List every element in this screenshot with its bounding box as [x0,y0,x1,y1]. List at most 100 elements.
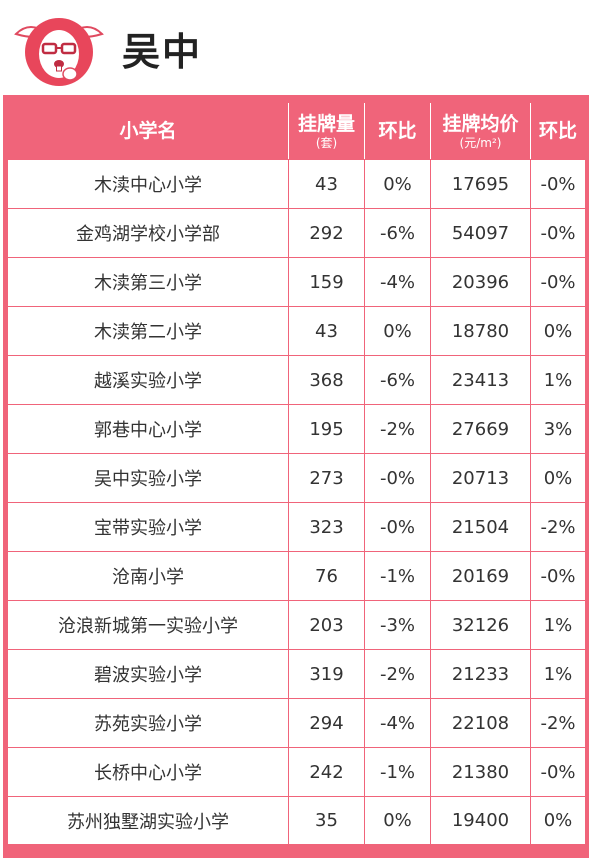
table-row: 木渎中心小学 43 0% 17695 -0% [8,159,585,208]
listing-count-cell: 43 [288,306,364,355]
avg-price-cell: 21233 [430,649,530,698]
price-mom-cell: -2% [530,698,585,747]
header-unit: (套) [315,135,338,150]
school-name-cell: 木渎第二小学 [8,306,288,355]
price-mom-cell: -0% [530,159,585,208]
table-header-row: 小学名 挂牌量 (套) 环比 挂牌均价 (元/m²) 环比 [8,103,585,159]
count-mom-cell: -6% [364,355,430,404]
column-header-count-mom: 环比 [364,103,430,159]
count-mom-cell: -4% [364,698,430,747]
listing-count-cell: 203 [288,600,364,649]
avg-price-cell: 22108 [430,698,530,747]
avg-price-cell: 21504 [430,502,530,551]
listing-count-cell: 35 [288,796,364,844]
column-header-school-name: 小学名 [8,103,288,159]
price-mom-cell: -0% [530,747,585,796]
listing-count-cell: 43 [288,159,364,208]
price-mom-cell: -0% [530,551,585,600]
page-header: 吴中 [0,0,600,96]
school-name-cell: 越溪实验小学 [8,355,288,404]
listing-count-cell: 292 [288,208,364,257]
table-row: 木渎第三小学 159 -4% 20396 -0% [8,257,585,306]
avg-price-cell: 18780 [430,306,530,355]
price-mom-cell: -0% [530,208,585,257]
price-mom-cell: 1% [530,649,585,698]
avg-price-cell: 32126 [430,600,530,649]
avg-price-cell: 20169 [430,551,530,600]
table-row: 越溪实验小学 368 -6% 23413 1% [8,355,585,404]
school-table-container: 小学名 挂牌量 (套) 环比 挂牌均价 (元/m²) 环比 木渎中心小学 43 0%… [3,95,589,858]
table-row: 吴中实验小学 273 -0% 20713 0% [8,453,585,502]
school-name-cell: 吴中实验小学 [8,453,288,502]
school-name-cell: 沧南小学 [8,551,288,600]
column-header-avg-price: 挂牌均价 (元/m²) [430,103,530,159]
table-row: 长桥中心小学 242 -1% 21380 -0% [8,747,585,796]
table-row: 宝带实验小学 323 -0% 21504 -2% [8,502,585,551]
page-title: 吴中 [122,30,203,74]
listing-count-cell: 159 [288,257,364,306]
listing-count-cell: 368 [288,355,364,404]
table-row: 木渎第二小学 43 0% 18780 0% [8,306,585,355]
avg-price-cell: 21380 [430,747,530,796]
price-mom-cell: 1% [530,600,585,649]
school-name-cell: 苏苑实验小学 [8,698,288,747]
avg-price-cell: 19400 [430,796,530,844]
listing-count-cell: 294 [288,698,364,747]
avg-price-cell: 23413 [430,355,530,404]
school-name-cell: 碧波实验小学 [8,649,288,698]
price-mom-cell: 1% [530,355,585,404]
avg-price-cell: 54097 [430,208,530,257]
count-mom-cell: 0% [364,306,430,355]
header-label: 挂牌量 [297,112,355,135]
count-mom-cell: -0% [364,453,430,502]
school-name-cell: 沧浪新城第一实验小学 [8,600,288,649]
header-label: 挂牌均价 [442,112,519,135]
column-header-price-mom: 环比 [530,103,585,159]
table-row: 苏州独墅湖实验小学 35 0% 19400 0% [8,796,585,844]
price-mom-cell: -2% [530,502,585,551]
table-body: 木渎中心小学 43 0% 17695 -0% 金鸡湖学校小学部 292 -6% 54097 -0%… [8,159,585,844]
table-row: 苏苑实验小学 294 -4% 22108 -2% [8,698,585,747]
count-mom-cell: -2% [364,649,430,698]
count-mom-cell: -6% [364,208,430,257]
avg-price-cell: 20396 [430,257,530,306]
avg-price-cell: 20713 [430,453,530,502]
count-mom-cell: 0% [364,796,430,844]
school-listing-table: 小学名 挂牌量 (套) 环比 挂牌均价 (元/m²) 环比 木渎中心小学 43 0%… [8,103,585,844]
table-row: 沧南小学 76 -1% 20169 -0% [8,551,585,600]
avg-price-cell: 17695 [430,159,530,208]
price-mom-cell: 3% [530,404,585,453]
count-mom-cell: 0% [364,159,430,208]
count-mom-cell: -3% [364,600,430,649]
price-mom-cell: 0% [530,306,585,355]
listing-count-cell: 323 [288,502,364,551]
listing-count-cell: 195 [288,404,364,453]
listing-count-cell: 76 [288,551,364,600]
table-row: 碧波实验小学 319 -2% 21233 1% [8,649,585,698]
listing-count-cell: 273 [288,453,364,502]
price-mom-cell: 0% [530,796,585,844]
school-name-cell: 郭巷中心小学 [8,404,288,453]
count-mom-cell: -0% [364,502,430,551]
school-name-cell: 宝带实验小学 [8,502,288,551]
price-mom-cell: 0% [530,453,585,502]
column-header-listing-count: 挂牌量 (套) [288,103,364,159]
table-row: 郭巷中心小学 195 -2% 27669 3% [8,404,585,453]
price-mom-cell: -0% [530,257,585,306]
header-unit: (元/m²) [459,135,502,150]
count-mom-cell: -1% [364,551,430,600]
listing-count-cell: 242 [288,747,364,796]
school-name-cell: 木渎中心小学 [8,159,288,208]
school-name-cell: 金鸡湖学校小学部 [8,208,288,257]
school-name-cell: 木渎第三小学 [8,257,288,306]
school-name-cell: 苏州独墅湖实验小学 [8,796,288,844]
count-mom-cell: -2% [364,404,430,453]
school-name-cell: 长桥中心小学 [8,747,288,796]
table-row: 金鸡湖学校小学部 292 -6% 54097 -0% [8,208,585,257]
count-mom-cell: -4% [364,257,430,306]
avg-price-cell: 27669 [430,404,530,453]
listing-count-cell: 319 [288,649,364,698]
count-mom-cell: -1% [364,747,430,796]
table-row: 沧浪新城第一实验小学 203 -3% 32126 1% [8,600,585,649]
rabbit-mascot-icon [10,10,108,90]
